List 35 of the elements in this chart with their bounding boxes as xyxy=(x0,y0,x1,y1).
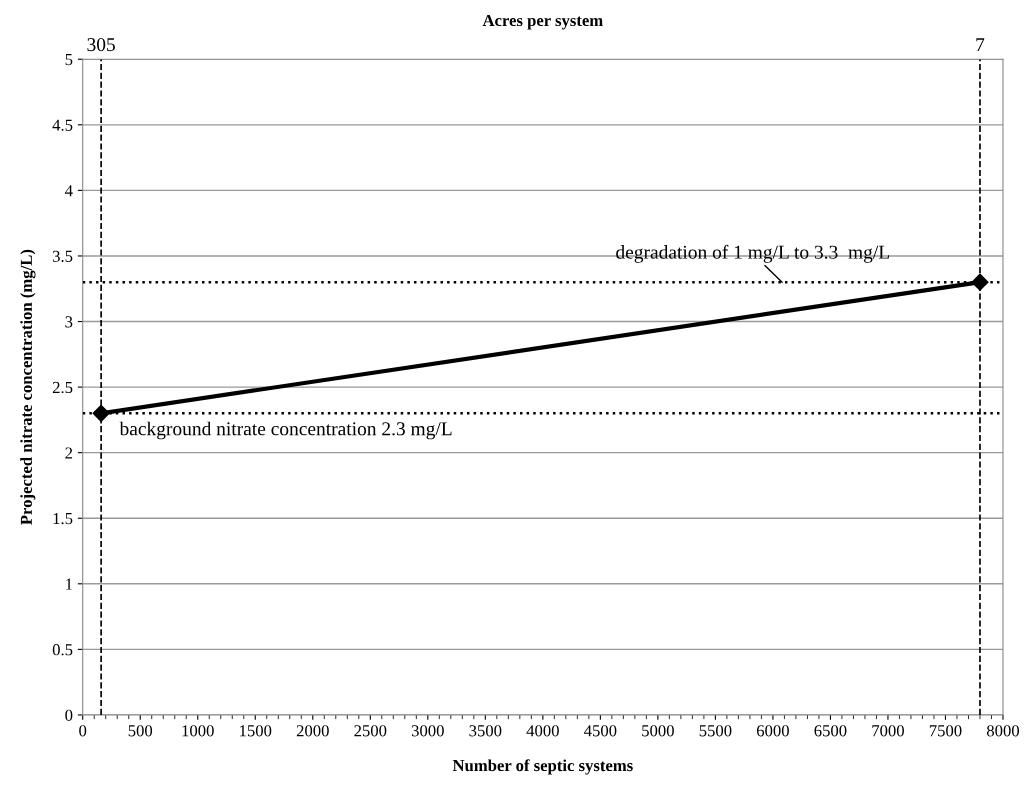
x-tick-label: 4500 xyxy=(584,725,617,737)
y-tick-label: 1.5 xyxy=(53,513,73,525)
y-tick-label: 4.5 xyxy=(52,119,73,131)
x-tick-label: 7500 xyxy=(929,725,962,737)
y-tick-label: 1 xyxy=(66,578,72,590)
x-tick-label: 6000 xyxy=(756,725,789,737)
y-tick-label: 2.5 xyxy=(52,381,73,394)
y-tick-label: 0.5 xyxy=(52,644,73,656)
y-tick-label: 0 xyxy=(65,709,73,721)
y-tick-label: 5 xyxy=(65,54,73,66)
x-tick-label: 2000 xyxy=(296,725,329,737)
annotation: 305 xyxy=(87,38,115,52)
y-tick-label: 3 xyxy=(65,316,73,328)
x-tick-label: 6500 xyxy=(814,725,847,737)
y-tick-label: 3.5 xyxy=(52,250,73,262)
y-axis-title: Projected nitrate concentration (mg/L) xyxy=(20,249,36,525)
x-tick-label: 8000 xyxy=(986,725,1020,737)
ref-line-label: background nitrate concentration 2.3 mg/L xyxy=(119,421,452,440)
x-tick-label: 0 xyxy=(79,725,87,737)
x-tick-label: 500 xyxy=(128,725,153,737)
annotation: 7 xyxy=(976,38,985,51)
x-axis-title: Number of septic systems xyxy=(452,759,633,775)
x-tick-label: 5500 xyxy=(699,725,732,737)
x-tick-label: 7000 xyxy=(872,725,904,737)
x-tick-label: 1000 xyxy=(182,725,214,737)
chart-title: Acres per system xyxy=(482,14,603,30)
x-tick-label: 1500 xyxy=(240,725,272,737)
x-tick-label: 3500 xyxy=(469,725,502,737)
x-tick-label: 5000 xyxy=(642,725,674,737)
x-tick-label: 3000 xyxy=(411,725,444,737)
y-tick-label: 4 xyxy=(64,185,73,197)
x-tick-label: 4000 xyxy=(526,725,559,737)
ref-line-label: degradation of 1 mg/L to 3.3 mg/L xyxy=(616,244,889,263)
x-tick-label: 2500 xyxy=(354,725,387,737)
y-tick-label: 2 xyxy=(65,447,73,459)
